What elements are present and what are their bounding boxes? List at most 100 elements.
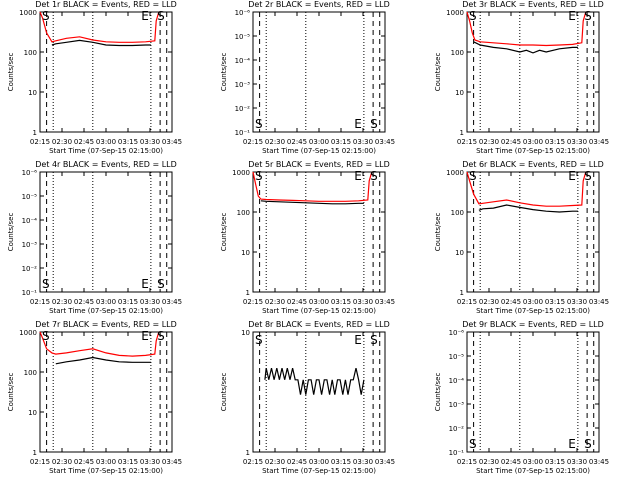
start-marker-label: S <box>42 9 50 23</box>
y-tick-label: 10 <box>241 329 250 337</box>
stop-marker-label: S <box>157 329 165 343</box>
x-tick-label: 03:00 <box>309 458 329 466</box>
y-axis-label: Counts/sec <box>434 213 442 252</box>
y-tick-label: 1000 <box>19 329 37 337</box>
stop-marker-label: S <box>157 9 165 23</box>
y-tick-label: 10 <box>28 409 37 417</box>
series-line-events <box>473 41 578 54</box>
x-tick-label: 03:00 <box>309 138 329 146</box>
end-marker-label: E <box>141 9 149 23</box>
series-line-events <box>260 200 364 205</box>
series-line-events <box>55 356 151 365</box>
x-axis-label: Start Time (07-Sep-15 02:15:00) <box>49 147 163 155</box>
x-tick-label: 03:45 <box>375 298 395 306</box>
y-tick-label: 10⁻² <box>449 425 465 433</box>
panel-title: Det 9r BLACK = Events, RED = LLD <box>462 320 604 329</box>
y-tick-label: 1000 <box>232 169 250 177</box>
x-tick-label: 02:30 <box>479 458 499 466</box>
x-tick-label: 03:00 <box>523 298 543 306</box>
panel-title: Det 7r BLACK = Events, RED = LLD <box>35 320 177 329</box>
plot-frame <box>39 331 173 453</box>
start-marker-label: S <box>255 169 263 183</box>
end-marker-label: E <box>354 333 362 347</box>
y-tick-label: 1000 <box>19 9 37 17</box>
y-tick-label: 100 <box>24 49 37 57</box>
y-axis-label: Counts/sec <box>434 53 442 92</box>
x-tick-label: 02:15 <box>243 458 263 466</box>
x-tick-label: 03:30 <box>353 298 373 306</box>
x-tick-label: 03:45 <box>375 458 395 466</box>
panel-title: Det 8r BLACK = Events, RED = LLD <box>248 320 390 329</box>
x-axis-label: Start Time (07-Sep-15 02:15:00) <box>262 147 376 155</box>
panel-title: Det 4r BLACK = Events, RED = LLD <box>35 160 177 169</box>
x-tick-label: 02:45 <box>287 138 307 146</box>
x-tick-label: 02:30 <box>479 138 499 146</box>
y-tick-label: 1 <box>246 289 250 297</box>
panel-title: Det 2r BLACK = Events, RED = LLD <box>248 0 390 9</box>
y-axis-label: Counts/sec <box>220 213 228 252</box>
y-tick-label: 10⁻¹ <box>235 129 251 137</box>
panel-2 <box>252 11 386 133</box>
y-tick-label: 1 <box>460 289 464 297</box>
y-tick-label: 10⁻³ <box>235 81 251 89</box>
y-tick-label: 100 <box>451 49 464 57</box>
y-tick-label: 10⁻² <box>22 265 38 273</box>
stop-marker-label: S <box>157 277 165 291</box>
plot-frame <box>39 171 173 293</box>
panel-8 <box>252 331 386 453</box>
series-line-lld <box>252 171 373 202</box>
x-tick-label: 03:15 <box>331 138 351 146</box>
stop-marker-label: S <box>370 333 378 347</box>
x-axis-label: Start Time (07-Sep-15 02:15:00) <box>49 467 163 475</box>
x-axis-label: Start Time (07-Sep-15 02:15:00) <box>476 307 590 315</box>
panel-1 <box>39 11 173 133</box>
x-tick-label: 03:45 <box>162 298 182 306</box>
series-line-lld <box>466 11 587 47</box>
y-tick-label: 10⁻⁵ <box>22 193 38 201</box>
x-tick-label: 02:30 <box>265 298 285 306</box>
y-tick-label: 1 <box>33 449 37 457</box>
y-tick-label: 10⁻¹ <box>449 449 465 457</box>
x-axis-label: Start Time (07-Sep-15 02:15:00) <box>476 147 590 155</box>
x-tick-label: 03:45 <box>589 458 609 466</box>
x-tick-label: 03:15 <box>545 138 565 146</box>
y-axis-label: Counts/sec <box>220 53 228 92</box>
panel-title: Det 5r BLACK = Events, RED = LLD <box>248 160 390 169</box>
end-marker-label: E <box>354 117 362 131</box>
x-tick-label: 02:15 <box>30 138 50 146</box>
x-tick-label: 03:15 <box>545 298 565 306</box>
x-tick-label: 02:45 <box>501 298 521 306</box>
x-tick-label: 02:30 <box>52 138 72 146</box>
x-tick-label: 02:45 <box>501 138 521 146</box>
x-tick-label: 03:15 <box>331 458 351 466</box>
x-tick-label: 03:30 <box>567 298 587 306</box>
x-axis-label: Start Time (07-Sep-15 02:15:00) <box>262 467 376 475</box>
plot-frame <box>252 11 386 133</box>
x-tick-label: 02:45 <box>74 458 94 466</box>
panel-9 <box>466 331 600 453</box>
series-line-lld <box>39 331 160 357</box>
y-axis-label: Counts/sec <box>220 373 228 412</box>
panel-4 <box>39 171 173 293</box>
panel-title: Det 6r BLACK = Events, RED = LLD <box>462 160 604 169</box>
y-axis-label: Counts/sec <box>7 373 15 412</box>
y-tick-label: 10⁻⁵ <box>235 33 251 41</box>
x-tick-label: 03:00 <box>96 138 116 146</box>
y-tick-label: 10 <box>28 89 37 97</box>
panel-5 <box>252 171 386 293</box>
start-marker-label: S <box>255 117 263 131</box>
start-marker-label: S <box>42 329 50 343</box>
y-axis-label: Counts/sec <box>7 213 15 252</box>
x-tick-label: 03:45 <box>589 138 609 146</box>
y-tick-label: 10⁻⁶ <box>22 169 38 177</box>
x-tick-label: 03:30 <box>353 138 373 146</box>
series-line-events <box>51 39 151 47</box>
plot-frame <box>39 11 173 133</box>
x-tick-label: 03:00 <box>523 138 543 146</box>
end-marker-label: E <box>568 169 576 183</box>
x-tick-label: 03:15 <box>118 458 138 466</box>
x-tick-label: 03:15 <box>331 298 351 306</box>
panel-3 <box>466 11 600 133</box>
y-tick-label: 1 <box>33 129 37 137</box>
